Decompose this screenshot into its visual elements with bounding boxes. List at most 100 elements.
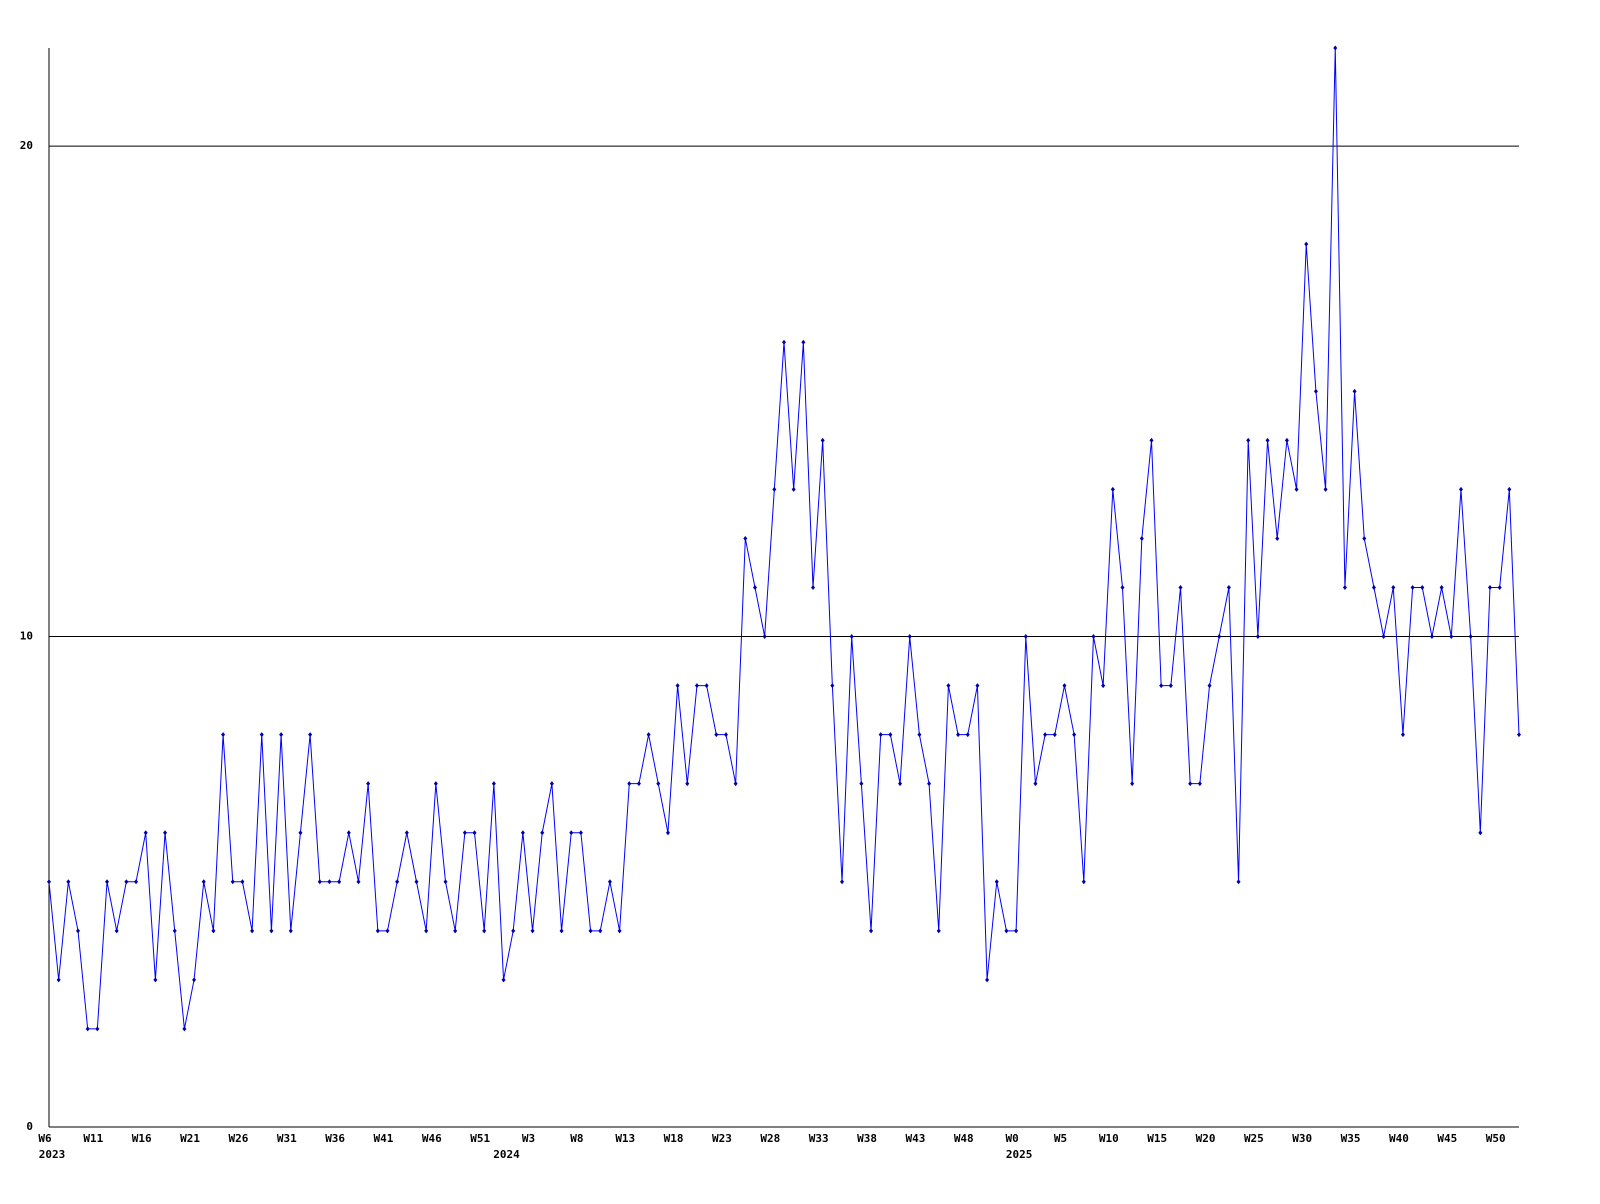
- x-tick-label: W36: [325, 1132, 345, 1145]
- data-point: [936, 928, 941, 934]
- data-point: [114, 928, 119, 934]
- data-point: [752, 585, 757, 590]
- x-tick-label: W45: [1437, 1132, 1457, 1145]
- data-point: [540, 830, 545, 836]
- x-tick-label: W5: [1054, 1132, 1067, 1145]
- data-point: [308, 732, 313, 738]
- data-point: [820, 437, 825, 443]
- data-point: [743, 535, 748, 541]
- data-point: [520, 830, 525, 836]
- data-point: [714, 732, 719, 738]
- data-point: [201, 879, 206, 885]
- data-point: [1236, 879, 1241, 885]
- data-point: [124, 879, 129, 885]
- data-point: [1188, 781, 1193, 787]
- data-point: [888, 732, 893, 738]
- data-point: [1168, 683, 1173, 689]
- data-point: [1159, 683, 1164, 689]
- data-point: [782, 339, 786, 345]
- data-point: [424, 928, 429, 934]
- x-tick-label: W40: [1389, 1132, 1409, 1145]
- data-point: [443, 879, 448, 885]
- data-point: [1439, 585, 1444, 590]
- data-point: [433, 781, 438, 787]
- data-point: [1497, 585, 1502, 590]
- data-point: [1120, 585, 1125, 590]
- x-tick-label: W41: [374, 1132, 394, 1145]
- data-point: [288, 928, 293, 934]
- data-point: [250, 928, 255, 934]
- data-point: [588, 928, 593, 934]
- data-point: [66, 879, 71, 885]
- data-point: [1217, 634, 1222, 640]
- data-point: [453, 928, 458, 934]
- data-point: [1352, 388, 1357, 394]
- data-point: [801, 339, 806, 345]
- data-point: [1178, 585, 1183, 590]
- data-point: [414, 879, 419, 885]
- data-point: [1391, 585, 1396, 590]
- data-point: [1284, 437, 1289, 443]
- x-tick-label: W43: [905, 1132, 925, 1145]
- x-tick-label: W30: [1292, 1132, 1312, 1145]
- data-point: [1004, 928, 1009, 934]
- data-point: [1265, 437, 1270, 443]
- data-point: [878, 732, 883, 738]
- data-point: [646, 732, 651, 738]
- data-point: [704, 683, 709, 689]
- data-point: [830, 683, 835, 689]
- data-point: [1381, 634, 1386, 640]
- data-point: [569, 830, 574, 836]
- data-point: [1507, 486, 1512, 492]
- data-point: [1130, 781, 1135, 787]
- x-tick-label: W3: [522, 1132, 535, 1145]
- data-point: [1410, 585, 1415, 590]
- data-point: [1062, 683, 1067, 689]
- data-point: [1333, 45, 1338, 51]
- y-tick-label: 20: [20, 139, 33, 152]
- data-point: [1487, 585, 1492, 590]
- x-year-label: 2023: [39, 1148, 66, 1161]
- data-point: [192, 977, 197, 983]
- data-point: [56, 977, 61, 983]
- data-point: [211, 928, 216, 934]
- data-point: [1342, 585, 1347, 590]
- data-point: [327, 879, 332, 885]
- data-point: [811, 585, 816, 590]
- x-tick-label: W33: [809, 1132, 829, 1145]
- data-point: [1052, 732, 1057, 738]
- x-tick-label: W23: [712, 1132, 732, 1145]
- data-point: [153, 977, 158, 983]
- data-point: [849, 634, 854, 640]
- x-tick-label: W8: [570, 1132, 583, 1145]
- x-tick-label: W51: [470, 1132, 490, 1145]
- data-point: [1294, 486, 1299, 492]
- y-tick-label: 0: [26, 1120, 33, 1133]
- data-point: [1458, 486, 1463, 492]
- data-point: [134, 879, 139, 885]
- data-point: [462, 830, 467, 836]
- x-tick-label: W16: [132, 1132, 152, 1145]
- data-point: [317, 879, 322, 885]
- data-point: [617, 928, 622, 934]
- data-point: [182, 1026, 187, 1032]
- data-point: [501, 977, 506, 983]
- data-point: [1275, 535, 1280, 541]
- data-point: [105, 879, 110, 885]
- data-point: [337, 879, 342, 885]
- data-point: [1226, 585, 1231, 590]
- data-point: [491, 781, 496, 787]
- data-point: [1149, 437, 1154, 443]
- data-point: [472, 830, 477, 836]
- data-point: [607, 879, 612, 885]
- data-point: [1323, 486, 1328, 492]
- data-point: [230, 879, 235, 885]
- data-point: [375, 928, 380, 934]
- data-point: [1449, 634, 1454, 640]
- data-point: [956, 732, 961, 738]
- data-point: [656, 781, 661, 787]
- data-point: [1478, 830, 1483, 836]
- data-point: [163, 830, 168, 836]
- data-point: [598, 928, 603, 934]
